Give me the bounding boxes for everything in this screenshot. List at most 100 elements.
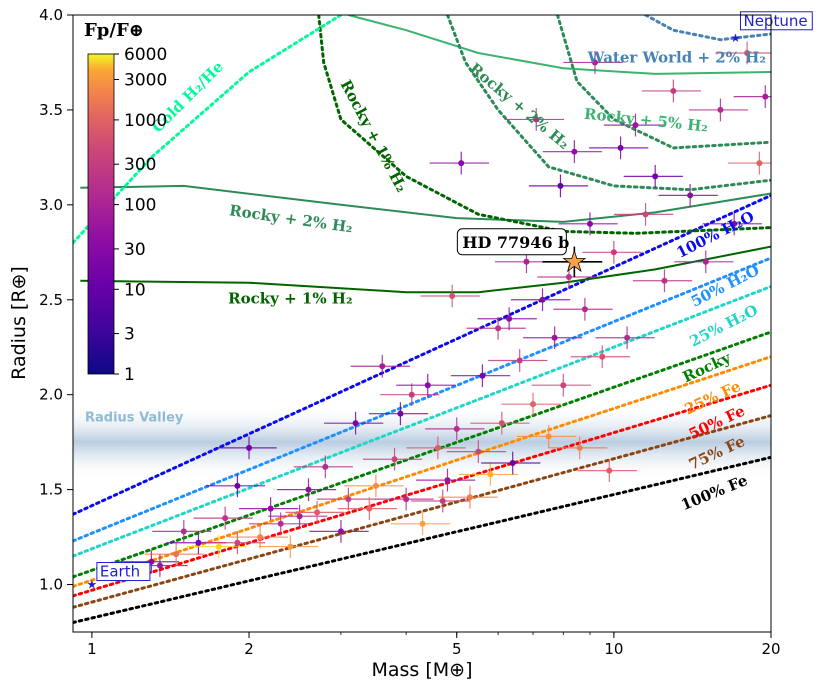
curve-label: Water World + 2% H₂ — [587, 48, 766, 66]
planet-point — [374, 487, 434, 511]
curve-rocky — [73, 330, 771, 579]
reference-label: Neptune — [743, 12, 807, 30]
point-marker — [756, 160, 763, 167]
point-marker — [156, 562, 163, 569]
planet-point — [350, 354, 410, 378]
point-marker — [314, 509, 321, 516]
planet-point — [548, 436, 608, 460]
planet-point — [205, 474, 266, 498]
point-marker — [762, 93, 769, 100]
planet-point — [470, 411, 530, 435]
point-marker — [632, 122, 639, 129]
highlight-label: HD 77946 b — [462, 233, 569, 252]
point-marker — [533, 116, 540, 123]
point-marker — [610, 249, 617, 256]
point-marker — [372, 482, 379, 489]
planet-point — [450, 364, 511, 388]
planet-point — [205, 531, 266, 555]
point-marker — [352, 420, 359, 427]
curve-100-fe — [73, 455, 771, 624]
planet-point — [623, 164, 683, 188]
planet-point — [193, 506, 253, 530]
planet-point — [577, 459, 637, 483]
highlight-label-box — [456, 228, 567, 256]
x-axis-ticks: 1 2 5 10 20 — [87, 632, 781, 658]
y-tick-label: 1.5 — [39, 481, 63, 499]
curve-rocky-2-h2 — [80, 184, 771, 223]
point-marker — [576, 444, 583, 451]
planet-point — [558, 212, 618, 236]
curve-25-fe — [73, 355, 771, 588]
point-marker — [523, 258, 530, 265]
curve-50-h2o — [73, 256, 771, 543]
point-marker — [670, 87, 677, 94]
point-marker — [180, 528, 187, 535]
planet-point — [674, 250, 734, 274]
x-tick-label: 2 — [244, 640, 254, 658]
point-marker — [557, 182, 564, 189]
planet-point — [504, 108, 564, 131]
curve-rocky-5-h2 — [348, 15, 771, 75]
point-marker — [424, 382, 431, 389]
point-marker — [403, 496, 410, 503]
planet-point — [420, 284, 480, 308]
colorbar-tick-label: 1 — [124, 365, 135, 385]
planet-point — [228, 525, 288, 549]
planet-point — [458, 463, 519, 486]
point-marker — [551, 334, 558, 341]
point-marker — [744, 49, 751, 56]
planet-points — [119, 41, 771, 577]
planet-point — [477, 307, 537, 331]
y-axis-label: Radius [R⊕] — [8, 266, 30, 380]
point-marker — [287, 543, 294, 550]
planet-point — [309, 519, 369, 543]
planet-point — [258, 535, 319, 558]
planet-point — [603, 113, 664, 137]
planet-point — [380, 383, 440, 407]
planet-point — [595, 326, 655, 350]
planet-point — [446, 440, 507, 464]
point-marker — [571, 148, 578, 155]
planet-point — [481, 451, 541, 475]
planet-point — [715, 41, 771, 65]
planet-point — [537, 265, 597, 289]
planet-point — [528, 174, 589, 198]
point-marker — [444, 477, 451, 484]
point-marker — [661, 277, 668, 284]
point-marker — [222, 515, 229, 522]
reference-star-icon: ★ — [87, 578, 98, 592]
point-marker — [466, 494, 473, 501]
colorbar-tick-label: 1000 — [124, 111, 167, 131]
planet-point — [425, 417, 485, 441]
point-marker — [565, 273, 572, 280]
x-tick-label: 5 — [452, 640, 462, 658]
y-tick-label: 2.0 — [39, 386, 63, 404]
point-marker — [419, 520, 426, 527]
curve-label: Rocky + 1% H₂ — [228, 290, 352, 308]
colorbar-ticks: 1 3 10 30 100 300 1000 3000 6000 — [114, 45, 167, 385]
reference-label: Earth — [100, 563, 140, 581]
point-marker — [687, 192, 694, 199]
y-tick-label: 1.0 — [39, 576, 63, 594]
colorbar-gradient — [87, 53, 115, 375]
planet-point — [570, 345, 630, 369]
point-marker — [652, 173, 659, 180]
point-marker — [379, 363, 386, 370]
planet-point — [688, 98, 749, 122]
point-marker — [408, 391, 415, 398]
point-marker — [606, 467, 613, 474]
point-marker — [277, 520, 284, 527]
point-marker — [458, 160, 465, 167]
point-marker — [516, 357, 523, 364]
point-marker — [397, 410, 404, 417]
point-marker — [509, 460, 516, 467]
point-marker — [479, 372, 486, 379]
planet-point — [531, 373, 591, 397]
planet-point — [727, 151, 771, 175]
planet-point — [632, 269, 693, 293]
planet-point — [438, 485, 498, 509]
colorbar-tick-label: 3 — [124, 325, 135, 345]
point-marker — [195, 539, 202, 546]
planet-point — [641, 79, 702, 103]
